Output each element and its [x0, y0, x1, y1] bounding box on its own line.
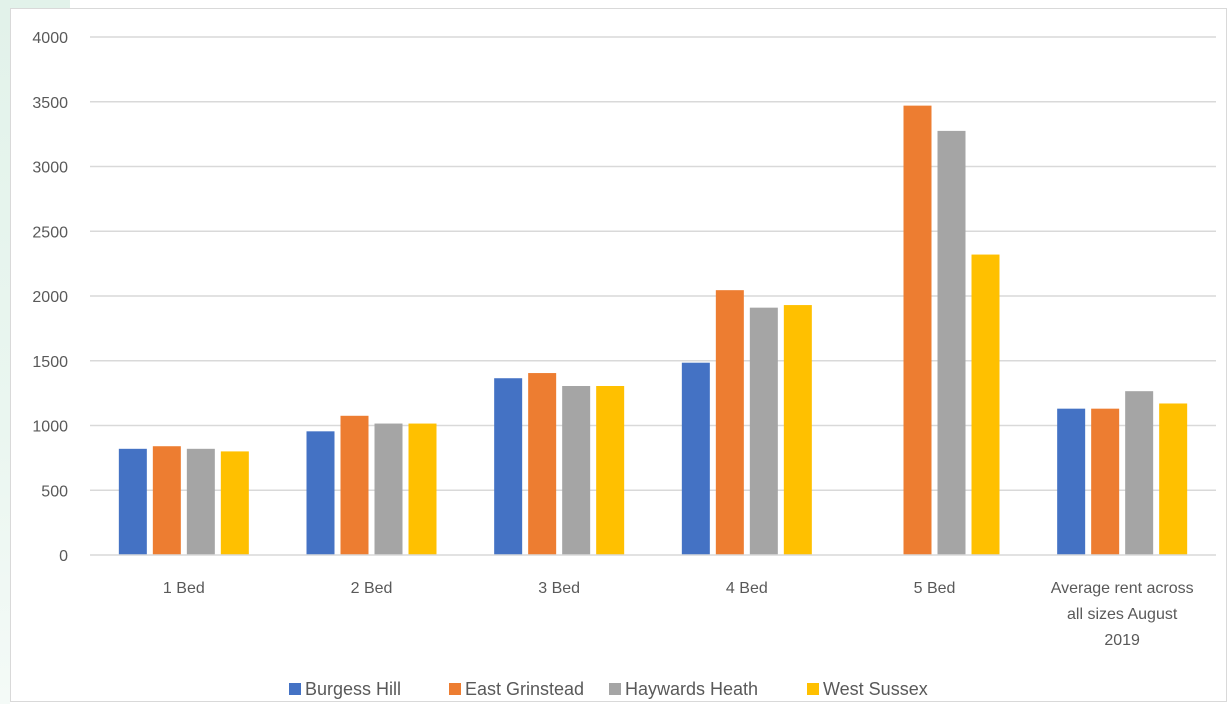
bar-west-sussex-1	[408, 423, 437, 555]
bar-haywards-heath-2	[562, 386, 591, 555]
legend-label: East Grinstead	[465, 679, 584, 699]
y-axis-ticks: 0 500 1000 1500 2000 2500 3000 3500 4000	[32, 30, 68, 565]
gridlines	[90, 36, 1216, 491]
x-category-label: all sizes August	[1067, 606, 1178, 623]
y-tick-label: 1500	[32, 354, 68, 371]
bar-west-sussex-2	[596, 386, 625, 555]
bar-haywards-heath-1	[374, 423, 403, 555]
x-axis-category-labels: 1 Bed 2 Bed 3 Bed 4 Bed 5 Bed Average rent ac…	[163, 580, 1194, 649]
legend-swatch	[807, 683, 819, 695]
bar-west-sussex-3	[783, 305, 812, 555]
bar-burgess-hill-1	[306, 431, 335, 555]
y-tick-label: 3000	[32, 160, 68, 177]
x-category-label: 3 Bed	[538, 580, 580, 597]
y-tick-label: 4000	[32, 30, 68, 47]
legend-swatch	[449, 683, 461, 695]
x-category-label: 4 Bed	[726, 580, 768, 597]
y-tick-label: 0	[59, 548, 68, 565]
bar-east-grinstead-2	[528, 373, 557, 555]
x-category-label: 1 Bed	[163, 580, 205, 597]
bar-burgess-hill-2	[494, 378, 523, 555]
decorative-side-strip	[0, 0, 10, 704]
bar-east-grinstead-0	[152, 446, 181, 555]
bar-haywards-heath-3	[749, 307, 778, 555]
legend-swatch	[289, 683, 301, 695]
y-tick-label: 500	[41, 483, 68, 500]
y-tick-label: 1000	[32, 419, 68, 436]
x-category-label: 2 Bed	[351, 580, 393, 597]
x-category-label: 5 Bed	[914, 580, 956, 597]
bar-burgess-hill-0	[118, 448, 147, 555]
bars	[118, 105, 1188, 555]
bar-west-sussex-5	[1159, 403, 1188, 555]
bar-east-grinstead-4	[903, 105, 932, 555]
bar-east-grinstead-1	[340, 415, 369, 555]
chart-frame	[10, 8, 1227, 702]
bar-haywards-heath-0	[186, 448, 215, 555]
legend-label: Haywards Heath	[625, 679, 758, 699]
x-category-label: 2019	[1104, 632, 1140, 649]
bar-east-grinstead-3	[715, 290, 744, 555]
bar-west-sussex-0	[220, 451, 249, 555]
bar-burgess-hill-5	[1057, 408, 1086, 555]
bar-haywards-heath-4	[937, 130, 966, 555]
bar-west-sussex-4	[971, 254, 1000, 555]
legend-label: West Sussex	[823, 679, 928, 699]
legend-label: Burgess Hill	[305, 679, 401, 699]
y-tick-label: 2000	[32, 289, 68, 306]
legend: Burgess Hill East Grinstead Haywards Heath…	[289, 679, 928, 699]
y-tick-label: 2500	[32, 224, 68, 241]
y-tick-label: 3500	[32, 95, 68, 112]
bar-haywards-heath-5	[1125, 391, 1154, 555]
bar-burgess-hill-3	[681, 362, 710, 555]
legend-swatch	[609, 683, 621, 695]
bar-east-grinstead-5	[1091, 408, 1120, 555]
x-category-label: Average rent across	[1051, 580, 1194, 597]
